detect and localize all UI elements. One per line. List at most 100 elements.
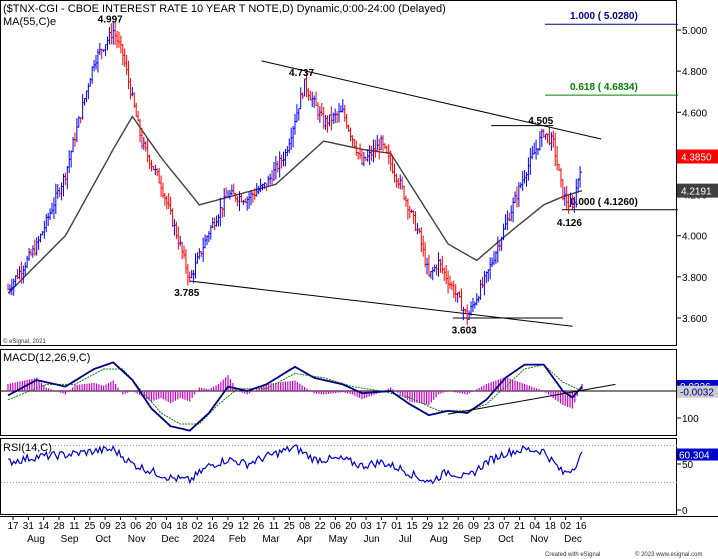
price-annotation: 4.997 bbox=[98, 15, 123, 26]
rsi-axis-label: 50 bbox=[682, 460, 694, 471]
price-annotation: 4.737 bbox=[289, 68, 314, 79]
date-tick-label: 23 bbox=[483, 521, 495, 532]
date-tick-label: 09 bbox=[468, 521, 480, 532]
date-tick-label: 28 bbox=[53, 521, 65, 532]
macd-signal-line bbox=[7, 364, 583, 425]
date-tick-label: 25 bbox=[284, 521, 296, 532]
price-badge-label: 4.2191 bbox=[681, 187, 712, 198]
price-annotation: 3.603 bbox=[452, 325, 477, 336]
month-label: Apr bbox=[297, 534, 313, 545]
date-tick-label: 12 bbox=[437, 521, 449, 532]
price-axis-label: 4.000 bbox=[682, 232, 707, 243]
macd-trendline bbox=[447, 383, 616, 415]
date-tick-label: 23 bbox=[115, 521, 127, 532]
price-badge bbox=[677, 183, 718, 198]
month-label: Mar bbox=[262, 534, 280, 545]
macd-line bbox=[7, 361, 583, 432]
price-plot: 1.000 ( 5.0280) 0.618 ( 4.6834) 0.000 ( 4.… bbox=[7, 11, 678, 336]
macd-panel-frame bbox=[0, 349, 677, 436]
date-tick-label: 15 bbox=[407, 521, 419, 532]
chart-title: ($TNX-CGI - CBOE INTEREST RATE 10 YEAR T… bbox=[3, 3, 446, 15]
date-tick-label: 12 bbox=[238, 521, 250, 532]
footer-right: © 2023 www.esignal.com bbox=[635, 551, 702, 558]
date-tick-label: 17 bbox=[7, 521, 19, 532]
date-tick-label: 20 bbox=[345, 521, 357, 532]
month-label: Nov bbox=[531, 534, 549, 545]
macd-label: MACD(12,26,9,C) bbox=[3, 352, 90, 364]
month-label: Nov bbox=[128, 534, 146, 545]
footer-left: Created with eSignal bbox=[545, 552, 600, 558]
price-axis-label: 5.000 bbox=[682, 26, 707, 37]
date-tick-label: 04 bbox=[529, 521, 541, 532]
date-tick-label: 29 bbox=[222, 521, 234, 532]
macd-plot bbox=[1, 361, 677, 432]
rsi-badge bbox=[677, 448, 718, 461]
trendline bbox=[189, 280, 573, 327]
month-label: Feb bbox=[229, 534, 247, 545]
date-tick-label: 02 bbox=[560, 521, 572, 532]
date-tick-label: 29 bbox=[422, 521, 434, 532]
fib-label: 1.000 ( 5.0280) bbox=[570, 11, 638, 22]
month-label: Oct bbox=[95, 534, 111, 545]
macd-badge-label: -0.0032 bbox=[680, 388, 714, 399]
ma-label: MA(55,C)e bbox=[3, 16, 56, 28]
rsi-line bbox=[7, 444, 583, 485]
date-tick-label: 01 bbox=[391, 521, 403, 532]
rsi-axis-label: 100 bbox=[682, 414, 699, 425]
macd-badge bbox=[677, 385, 718, 398]
price-badge bbox=[677, 149, 718, 164]
fib-label: 0.000 ( 4.1260) bbox=[570, 197, 638, 208]
date-tick-label: 26 bbox=[453, 521, 465, 532]
price-panel-frame bbox=[0, 0, 677, 346]
month-label: Jun bbox=[364, 534, 380, 545]
date-tick-label: 18 bbox=[545, 521, 557, 532]
date-tick-label: 07 bbox=[499, 521, 511, 532]
date-tick-label: 03 bbox=[361, 521, 373, 532]
date-tick-label: 02 bbox=[192, 521, 204, 532]
rsi-axis-label: 0 bbox=[682, 506, 688, 517]
rsi-panel-frame bbox=[0, 438, 677, 515]
month-label: May bbox=[329, 534, 348, 545]
watermark: © eSignal, 2021 bbox=[3, 338, 46, 345]
date-tick-label: 18 bbox=[176, 521, 188, 532]
rsi-plot bbox=[1, 444, 677, 485]
date-tick-label: 14 bbox=[38, 521, 50, 532]
date-tick-label: 26 bbox=[253, 521, 265, 532]
date-tick-label: 22 bbox=[314, 521, 326, 532]
ma-line bbox=[7, 115, 583, 294]
month-label: Sep bbox=[61, 534, 79, 545]
fib-label: 0.618 ( 4.6834) bbox=[570, 82, 638, 93]
month-label: Dec bbox=[161, 534, 179, 545]
axes: 3.6003.8004.0004.2004.4004.6004.8005.000… bbox=[7, 26, 718, 545]
date-tick-label: 04 bbox=[161, 521, 173, 532]
date-tick-label: 16 bbox=[575, 521, 587, 532]
month-label: Sep bbox=[463, 534, 481, 545]
date-tick-label: 11 bbox=[69, 521, 80, 532]
month-label: Aug bbox=[27, 534, 45, 545]
date-tick-label: 25 bbox=[84, 521, 96, 532]
date-tick-label: 08 bbox=[299, 521, 311, 532]
price-badge-label: 4.3850 bbox=[681, 153, 712, 164]
price-axis-label: 4.600 bbox=[682, 108, 707, 119]
price-axis-label: 4.800 bbox=[682, 67, 707, 78]
date-tick-label: 06 bbox=[130, 521, 142, 532]
price-annotation: 4.126 bbox=[557, 218, 582, 229]
month-label: Jul bbox=[399, 534, 412, 545]
date-tick-label: 09 bbox=[100, 521, 112, 532]
date-tick-label: 21 bbox=[514, 521, 526, 532]
date-tick-label: 06 bbox=[330, 521, 342, 532]
date-tick-label: 11 bbox=[269, 521, 280, 532]
month-label: 2024 bbox=[193, 534, 216, 545]
price-axis-label: 3.800 bbox=[682, 273, 707, 284]
month-label: Dec bbox=[564, 534, 582, 545]
date-tick-label: 17 bbox=[376, 521, 388, 532]
price-annotation: 3.785 bbox=[174, 288, 199, 299]
date-tick-label: 20 bbox=[146, 521, 158, 532]
rsi-label: RSI(14,C) bbox=[3, 442, 52, 454]
month-label: Aug bbox=[430, 534, 448, 545]
price-axis-label: 3.600 bbox=[682, 314, 707, 325]
month-label: Oct bbox=[498, 534, 514, 545]
rsi-badge-label: 60.304 bbox=[679, 451, 710, 462]
